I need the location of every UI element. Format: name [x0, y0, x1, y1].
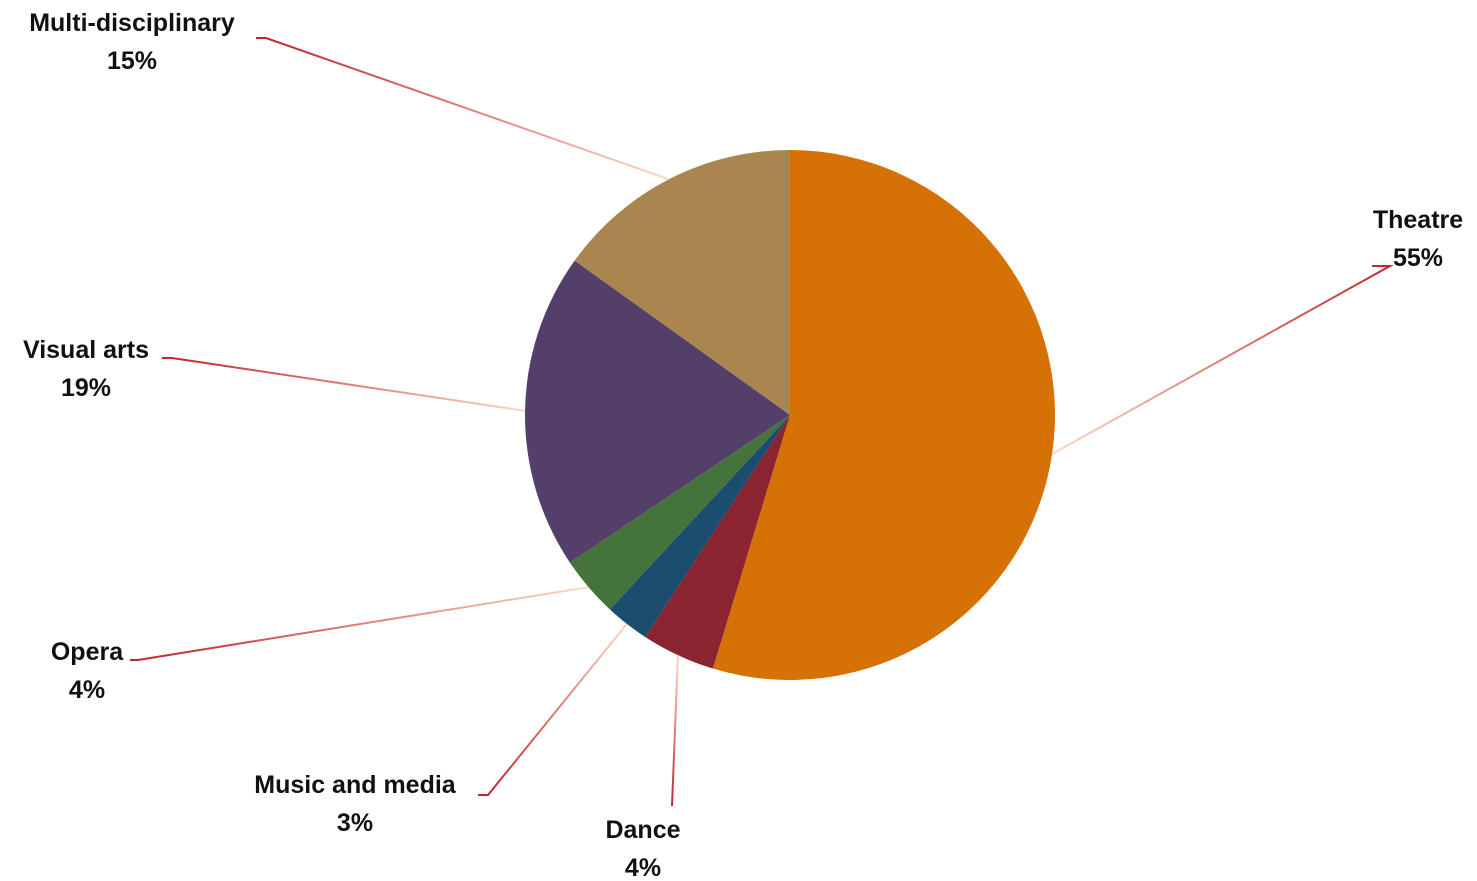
pct-label-theatre: 55%: [1393, 244, 1443, 272]
slice-music-and-media: [609, 415, 790, 637]
leader-line-opera: [130, 586, 589, 661]
slice-theatre: [712, 150, 1055, 680]
leader-lines-layer: [130, 37, 1394, 807]
leader-line-theatre: [1051, 265, 1394, 455]
leader-line-dance: [671, 655, 679, 807]
label-multi-disciplinary: Multi-disciplinary: [29, 9, 235, 37]
label-opera: Opera: [51, 638, 124, 666]
label-theatre: Theatre: [1373, 206, 1463, 234]
pct-label-opera: 4%: [69, 676, 105, 704]
pct-label-multi-disciplinary: 15%: [107, 47, 157, 75]
leader-line-music-and-media: [478, 623, 628, 796]
leader-line-visual-arts: [162, 357, 526, 412]
label-music-and-media: Music and media: [254, 771, 457, 799]
slice-dance: [645, 415, 790, 669]
leader-line-multi-disciplinary: [256, 37, 670, 181]
pct-label-music-and-media: 3%: [337, 809, 373, 837]
labels-layer: Theatre 55% Dance 4% Music and media 3% Opera 4…: [23, 9, 1463, 881]
label-visual-arts: Visual arts: [23, 336, 149, 364]
pct-label-visual-arts: 19%: [61, 374, 111, 402]
slice-opera: [569, 415, 790, 610]
pct-label-dance: 4%: [625, 854, 661, 881]
slice-visual-arts: [525, 260, 790, 563]
slices-layer: [525, 150, 1055, 680]
slice-multi-disciplinary: [574, 150, 790, 415]
label-dance: Dance: [605, 816, 680, 844]
